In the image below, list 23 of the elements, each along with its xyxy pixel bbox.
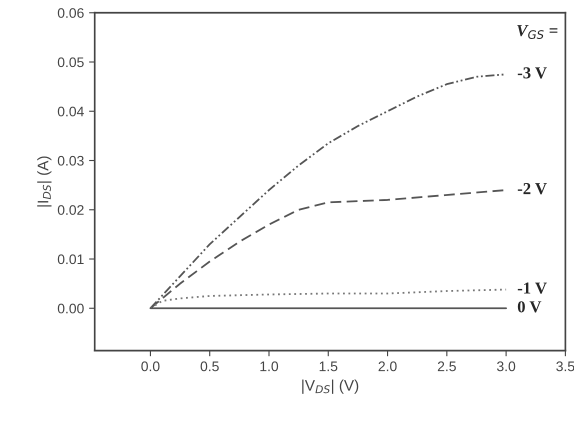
series-label: -1 V	[518, 282, 547, 294]
x-tick-label: 0.0	[141, 361, 160, 372]
x-tick-label: 1.5	[320, 362, 338, 372]
x-axis-title: |V$_{DS}$| (V)	[302, 380, 358, 394]
x-tick-label: 2.5	[438, 361, 456, 372]
y-tick-label: 0.01	[58, 254, 84, 264]
y-tick-label: 0.06	[58, 8, 84, 18]
x-tick-label: 2.0	[378, 361, 397, 372]
y-tick-label: 0.05	[58, 57, 84, 68]
annotation: V$_{GS}$ =	[517, 25, 558, 39]
line-series	[150, 288, 508, 310]
series-label: 0 V	[518, 301, 542, 313]
x-tick-label: 3.5	[556, 361, 574, 372]
y-tick-label: 0.04	[58, 106, 84, 116]
x-tick-label: 1.0	[260, 361, 278, 372]
series-label: -3 V	[518, 67, 547, 79]
x-tick-label: 0.5	[200, 361, 219, 372]
y-tick-label: 0.00	[58, 304, 84, 314]
series-label: -2 V	[518, 183, 547, 194]
y-axis-title: |I$_{DS}$| (A)	[37, 156, 52, 207]
x-tick-label: 3.0	[496, 361, 516, 372]
y-tick-label: 0.02	[58, 205, 84, 215]
y-tick-label: 0.03	[58, 156, 84, 166]
